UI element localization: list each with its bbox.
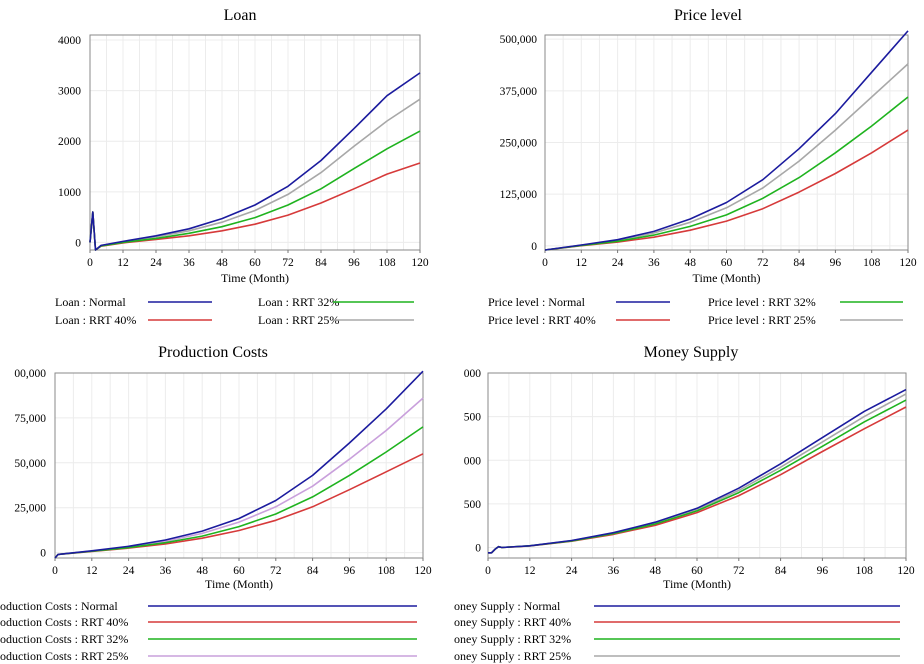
legend-label: oduction Costs : RRT 40% [0,615,128,629]
x-axis-label: Time (Month) [663,577,731,591]
x-tick-label: 24 [123,565,135,577]
x-axis-label: Time (Month) [221,271,289,285]
x-tick-label: 48 [216,257,228,269]
y-tick-label: 000 [464,455,482,467]
x-tick-label: 0 [485,565,491,577]
legend-label: oney Supply : RRT 40% [454,615,571,629]
x-tick-label: 84 [775,565,787,577]
y-tick-label: 3000 [58,86,81,98]
y-tick-label: 250,000 [500,138,538,150]
series-line-normal [89,72,421,251]
x-tick-label: 24 [150,257,162,269]
x-tick-label: 0 [87,257,93,269]
x-tick-label: 12 [576,257,588,269]
legend-label: Price level : RRT 40% [488,313,596,327]
legend-label: Loan : RRT 32% [258,295,339,309]
y-tick-label: 500,000 [500,34,538,46]
x-tick-label: 0 [52,565,58,577]
x-tick-label: 72 [282,257,294,269]
x-tick-label: 36 [608,565,620,577]
y-tick-label: 0 [475,543,481,555]
legend-label: Loan : Normal [55,295,126,309]
legend-label: Price level : RRT 32% [708,295,816,309]
x-tick-label: 120 [897,565,915,577]
x-tick-label: 96 [344,565,356,577]
y-tick-label: 00,000 [14,368,46,380]
legend-label: oduction Costs : RRT 32% [0,632,128,646]
x-tick-label: 12 [524,565,536,577]
x-tick-label: 108 [856,565,874,577]
legend-label: Price level : RRT 25% [708,313,816,327]
x-tick-label: 96 [817,565,829,577]
x-tick-label: 12 [86,565,98,577]
y-tick-label: 375,000 [500,86,538,98]
series-line-normal [54,370,424,559]
x-tick-label: 48 [684,257,696,269]
y-tick-label: 75,000 [14,413,46,425]
x-tick-label: 120 [411,257,429,269]
x-tick-label: 48 [196,565,208,577]
x-tick-label: 120 [899,257,917,269]
x-tick-label: 60 [249,257,261,269]
x-axis-label: Time (Month) [205,577,273,591]
y-tick-label: 125,000 [500,189,538,201]
chart-title: Production Costs [158,344,268,361]
x-tick-label: 60 [691,565,703,577]
x-tick-label: 60 [233,565,245,577]
y-tick-label: 1000 [58,187,81,199]
y-tick-label: 000 [464,368,482,380]
y-tick-label: 0 [531,241,537,253]
x-tick-label: 108 [863,257,881,269]
chart-0: Loan 0 12 24 36 48 60 72 84 96 108 120 0 1000 2000 3000… [55,7,429,327]
x-tick-label: 36 [648,257,660,269]
x-tick-label: 48 [649,565,661,577]
legend-label: Price level : Normal [488,295,586,309]
y-tick-label: 25,000 [14,503,46,515]
x-tick-label: 120 [414,565,432,577]
chart-1: Price level 0 12 24 36 48 60 72 84 96 108 120 0 125,0… [488,7,917,327]
x-tick-label: 96 [348,257,360,269]
x-axis-label: Time (Month) [693,271,761,285]
chart-title: Loan [224,7,257,24]
x-tick-label: 12 [117,257,129,269]
x-tick-label: 84 [307,565,319,577]
y-tick-label: 0 [40,548,46,560]
series-line-normal [544,30,909,251]
x-tick-label: 72 [270,565,282,577]
x-tick-label: 24 [612,257,624,269]
y-tick-label: 50,000 [14,458,46,470]
x-tick-label: 72 [733,565,745,577]
legend-label: oney Supply : RRT 25% [454,649,571,663]
x-tick-label: 0 [542,257,548,269]
x-tick-label: 84 [793,257,805,269]
legend-label: oney Supply : Normal [454,599,561,613]
y-tick-label: 0 [75,237,81,249]
y-tick-label: 500 [464,499,482,511]
legend-label: Loan : RRT 25% [258,313,339,327]
y-tick-label: 4000 [58,35,81,47]
legend-label: oduction Costs : Normal [0,599,118,613]
legend-label: Loan : RRT 40% [55,313,136,327]
chart-3: Money Supply 0 12 24 36 48 60 72 84 96 108 120 0 500 0… [454,344,915,663]
x-tick-label: 96 [830,257,842,269]
chart-2: Production Costs 0 12 24 36 48 60 72 84 96 108 120 0… [0,344,432,663]
chart-title: Money Supply [644,344,739,361]
x-tick-label: 108 [378,257,396,269]
x-tick-label: 108 [378,565,396,577]
x-tick-label: 24 [566,565,578,577]
y-tick-label: 500 [464,412,482,424]
legend-label: oney Supply : RRT 32% [454,632,571,646]
y-tick-label: 2000 [58,136,81,148]
x-tick-label: 72 [757,257,769,269]
x-tick-label: 36 [183,257,195,269]
x-tick-label: 36 [160,565,172,577]
x-tick-label: 84 [315,257,327,269]
legend-label: oduction Costs : RRT 25% [0,649,128,663]
x-tick-label: 60 [721,257,733,269]
series-line-normal [488,388,907,554]
chart-title: Price level [674,7,743,24]
series-line-rrt-32- [544,96,909,251]
